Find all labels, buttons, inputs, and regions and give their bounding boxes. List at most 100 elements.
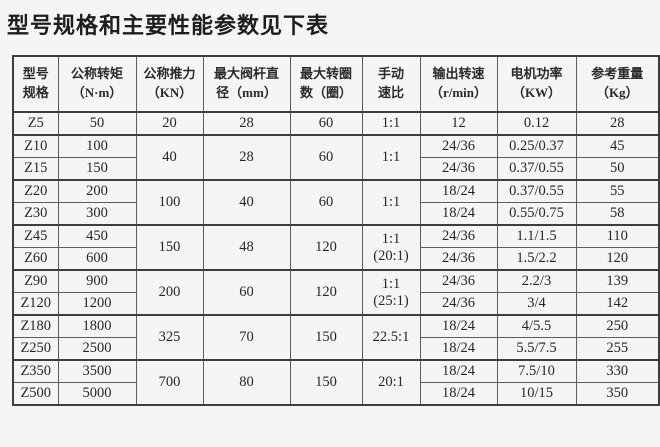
value-cell: 300 <box>57 202 137 226</box>
value-cell: 0.37/0.55 <box>496 179 577 203</box>
value-cell: 10/15 <box>496 382 577 406</box>
value-cell: 1800 <box>57 314 137 338</box>
column-header: 手动 速比 <box>361 55 421 113</box>
value-cell: 40 <box>202 179 291 226</box>
value-cell: 1:1 <box>361 134 421 181</box>
value-cell: 200 <box>57 179 137 203</box>
value-cell: 139 <box>575 269 660 293</box>
value-cell: 70 <box>202 314 291 361</box>
value-cell: 150 <box>289 314 363 361</box>
value-cell: 325 <box>135 314 204 361</box>
column-header: 电机功率 （KW） <box>496 55 577 113</box>
value-cell: 18/24 <box>419 202 498 226</box>
value-cell: 0.12 <box>496 111 577 136</box>
value-cell: 20 <box>135 111 204 136</box>
value-cell: 100 <box>135 179 204 226</box>
model-cell: Z500 <box>12 382 59 406</box>
model-cell: Z180 <box>12 314 59 338</box>
value-cell: 24/36 <box>419 269 498 293</box>
value-cell: 50 <box>57 111 137 136</box>
value-cell: 5000 <box>57 382 137 406</box>
value-cell: 28 <box>202 111 291 136</box>
column-header: 型号 规格 <box>12 55 59 113</box>
model-cell: Z250 <box>12 337 59 361</box>
value-cell: 18/24 <box>419 382 498 406</box>
value-cell: 18/24 <box>419 179 498 203</box>
value-cell: 120 <box>289 224 363 271</box>
value-cell: 60 <box>289 111 363 136</box>
table-row: Z250 2500 18/24 5.5/7.5 255 <box>12 337 660 361</box>
value-cell: 5.5/7.5 <box>496 337 577 361</box>
value-cell: 150 <box>289 359 363 406</box>
value-cell: 55 <box>575 179 660 203</box>
value-cell: 24/36 <box>419 224 498 248</box>
spec-table-header: 型号 规格 公称转矩 （N·m） 公称推力 （KN） 最大阀杆直 径（mm） 最大转圈 … <box>12 55 660 113</box>
value-cell: 0.37/0.55 <box>496 157 577 181</box>
model-cell: Z90 <box>12 269 59 293</box>
value-cell: 1.5/2.2 <box>496 247 577 271</box>
table-row: Z45 450 150 48 120 1:1 (20:1) 24/36 1.1/1.5 110 <box>12 224 660 271</box>
value-cell: 1:1 <box>361 111 421 136</box>
model-cell: Z30 <box>12 202 59 226</box>
column-header: 最大阀杆直 径（mm） <box>202 55 291 113</box>
spec-table: 型号 规格 公称转矩 （N·m） 公称推力 （KN） 最大阀杆直 径（mm） 最大转圈 … <box>12 55 660 406</box>
value-cell: 110 <box>575 224 660 248</box>
value-cell: 142 <box>575 292 660 316</box>
column-header: 输出转速 （r/min） <box>419 55 498 113</box>
value-cell: 1:1 (25:1) <box>361 269 421 316</box>
value-cell: 60 <box>289 179 363 226</box>
value-cell: 18/24 <box>419 314 498 338</box>
value-cell: 4/5.5 <box>496 314 577 338</box>
value-cell: 22.5:1 <box>361 314 421 361</box>
value-cell: 3500 <box>57 359 137 383</box>
value-cell: 330 <box>575 359 660 383</box>
value-cell: 7.5/10 <box>496 359 577 383</box>
value-cell: 700 <box>135 359 204 406</box>
model-cell: Z20 <box>12 179 59 203</box>
model-cell: Z10 <box>12 134 59 158</box>
value-cell: 1.1/1.5 <box>496 224 577 248</box>
column-header: 最大转圈 数（圈） <box>289 55 363 113</box>
table-row: Z120 1200 24/36 3/4 142 <box>12 292 660 316</box>
value-cell: 40 <box>135 134 204 181</box>
value-cell: 2.2/3 <box>496 269 577 293</box>
value-cell: 50 <box>575 157 660 181</box>
value-cell: 1200 <box>57 292 137 316</box>
value-cell: 60 <box>202 269 291 316</box>
value-cell: 450 <box>57 224 137 248</box>
value-cell: 28 <box>575 111 660 136</box>
value-cell: 24/36 <box>419 247 498 271</box>
model-cell: Z45 <box>12 224 59 248</box>
value-cell: 600 <box>57 247 137 271</box>
value-cell: 200 <box>135 269 204 316</box>
column-header: 公称推力 （KN） <box>135 55 204 113</box>
model-cell: Z120 <box>12 292 59 316</box>
value-cell: 0.55/0.75 <box>496 202 577 226</box>
column-header: 公称转矩 （N·m） <box>57 55 137 113</box>
value-cell: 250 <box>575 314 660 338</box>
model-cell: Z350 <box>12 359 59 383</box>
model-cell: Z15 <box>12 157 59 181</box>
table-row: Z20 200 100 40 60 1:1 18/24 0.37/0.55 55 <box>12 179 660 226</box>
page-title: 型号规格和主要性能参数见下表 <box>7 14 330 39</box>
value-cell: 18/24 <box>419 359 498 383</box>
column-header: 参考重量 （Kg） <box>575 55 660 113</box>
value-cell: 3/4 <box>496 292 577 316</box>
value-cell: 20:1 <box>361 359 421 406</box>
table-row: Z15 150 24/36 0.37/0.55 50 <box>12 157 660 181</box>
value-cell: 120 <box>289 269 363 316</box>
value-cell: 24/36 <box>419 292 498 316</box>
table-row: Z180 1800 325 70 150 22.5:1 18/24 4/5.5 250 <box>12 314 660 361</box>
value-cell: 80 <box>202 359 291 406</box>
table-row: Z60 600 24/36 1.5/2.2 120 <box>12 247 660 271</box>
value-cell: 1:1 <box>361 179 421 226</box>
value-cell: 24/36 <box>419 157 498 181</box>
value-cell: 2500 <box>57 337 137 361</box>
value-cell: 58 <box>575 202 660 226</box>
model-cell: Z60 <box>12 247 59 271</box>
table-row: Z500 5000 18/24 10/15 350 <box>12 382 660 406</box>
table-row: Z5 50 20 28 60 1:1 12 0.12 28 <box>12 111 660 136</box>
value-cell: 28 <box>202 134 291 181</box>
value-cell: 48 <box>202 224 291 271</box>
value-cell: 350 <box>575 382 660 406</box>
